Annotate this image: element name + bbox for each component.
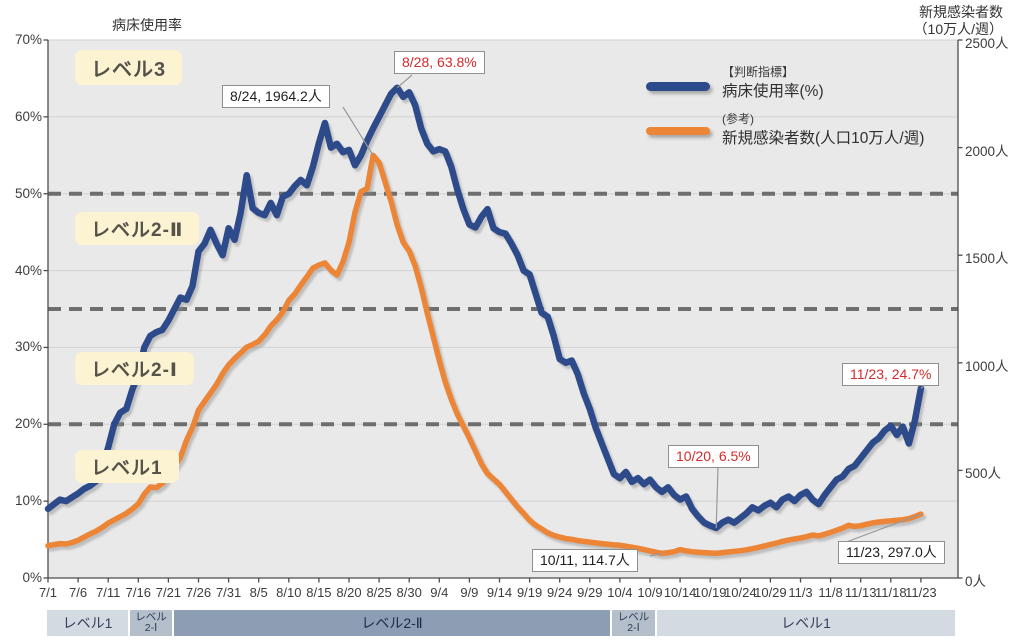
right-axis-title-line2: （10万人/週）: [913, 21, 1003, 37]
x-axis-tick-label: 9/24: [547, 585, 573, 600]
annotation-cases-peak: 8/24, 1964.2人: [222, 85, 330, 108]
x-axis-tick-label: 11/18: [875, 585, 907, 600]
level-bar-segment-level1-early: レベル1: [47, 610, 128, 636]
x-axis-tick-label: 9/14: [486, 585, 513, 600]
right-axis-tick-label: 1000人: [965, 358, 1009, 374]
zone-label-level3: レベル3: [75, 50, 183, 85]
left-axis-tick-label: 0%: [22, 570, 42, 585]
left-axis-title: 病床使用率: [112, 17, 182, 33]
annotation-bed-latest: 11/23, 24.7%: [842, 363, 940, 386]
x-axis-tick-label: 9/29: [577, 585, 603, 600]
annotation-cases-min: 10/11, 114.7人: [532, 549, 638, 572]
annotation-bed-peak: 8/28, 63.8%: [394, 51, 485, 74]
x-axis-tick-label: 7/1: [38, 585, 58, 600]
zone-label-level1: レベル1: [75, 450, 179, 483]
right-axis-tick-label: 500人: [965, 466, 1002, 482]
x-axis-tick-label: 7/6: [69, 585, 88, 600]
level-bar-segment-level2-2: レベル2-Ⅱ: [174, 610, 610, 636]
left-axis-tick-label: 30%: [14, 339, 42, 355]
right-axis-tick-label: 1500人: [965, 251, 1009, 267]
legend-new-cases-swatch: [646, 127, 710, 135]
zone-label-level2-1: レベル2-Ⅰ: [75, 352, 194, 385]
legend-bed-occupancy-label: 病床使用率(%): [722, 83, 824, 100]
x-axis-tick-label: 10/4: [607, 585, 633, 600]
x-axis-tick-label: 9/19: [516, 585, 543, 600]
left-axis-tick-label: 40%: [14, 262, 42, 278]
x-axis-tick-label: 8/25: [366, 585, 392, 600]
x-axis-tick-label: 7/16: [125, 585, 151, 600]
right-axis-tick-label: 0人: [965, 574, 987, 589]
level-bar-segment-level1-late: レベル1: [657, 610, 955, 636]
x-axis-tick-label: 9/4: [430, 585, 449, 600]
left-axis-tick-label: 20%: [14, 416, 42, 432]
legend-bed-occupancy-tag: 【判断指標】: [722, 65, 795, 79]
x-axis-tick-label: 7/31: [215, 585, 242, 600]
right-axis-tick-label: 2000人: [965, 143, 1009, 159]
x-axis-tick-label: 8/20: [336, 585, 362, 600]
annotation-cases-latest: 11/23, 297.0人: [838, 541, 945, 564]
x-axis-tick-label: 10/29: [754, 585, 787, 600]
left-axis-tick-label: 10%: [14, 493, 42, 509]
x-axis-tick-label: 8/5: [249, 585, 268, 600]
right-axis-tick-label: 2500人: [965, 36, 1009, 51]
x-axis-tick-label: 10/9: [637, 585, 663, 600]
x-axis-tick-label: 7/26: [185, 585, 212, 600]
zone-label-level2-2: レベル2-Ⅱ: [75, 212, 200, 245]
right-axis-title: 新規感染者数 （10万人/週）: [914, 4, 1003, 38]
level-bar-segment-level2-1-july: レベル 2-Ⅰ: [130, 610, 172, 636]
legend-new-cases-label: 新規感染者数(人口10万人/週): [722, 130, 925, 147]
annotation-bed-min: 10/20, 6.5%: [668, 445, 759, 468]
x-axis-tick-label: 11/23: [905, 585, 937, 600]
right-axis-title-line1: 新規感染者数: [919, 4, 1003, 20]
x-axis-tick-label: 11/13: [844, 585, 877, 600]
x-axis-tick-label: 11/8: [818, 585, 843, 600]
left-axis-tick-label: 50%: [14, 185, 42, 201]
x-axis-tick-label: 10/24: [724, 585, 757, 600]
x-axis-tick-label: 8/10: [276, 585, 302, 600]
level-bar-segment-level2-1-october: レベル 2-Ⅰ: [612, 610, 655, 636]
x-axis-tick-label: 8/30: [396, 585, 422, 600]
x-axis-tick-label: 9/9: [460, 585, 479, 600]
x-axis-tick-label: 7/11: [96, 585, 121, 600]
legend-new-cases-tag: (参考): [722, 112, 754, 126]
legend-bed-occupancy-swatch: [646, 82, 710, 91]
left-axis-tick-label: 60%: [14, 108, 42, 124]
x-axis-tick-label: 8/15: [306, 585, 332, 600]
x-axis-tick-label: 11/3: [788, 585, 813, 600]
x-axis-tick-label: 10/19: [693, 585, 727, 600]
x-axis-tick-label: 7/21: [155, 585, 182, 600]
x-axis-tick-label: 10/14: [663, 585, 697, 600]
left-axis-tick-label: 70%: [14, 32, 42, 47]
